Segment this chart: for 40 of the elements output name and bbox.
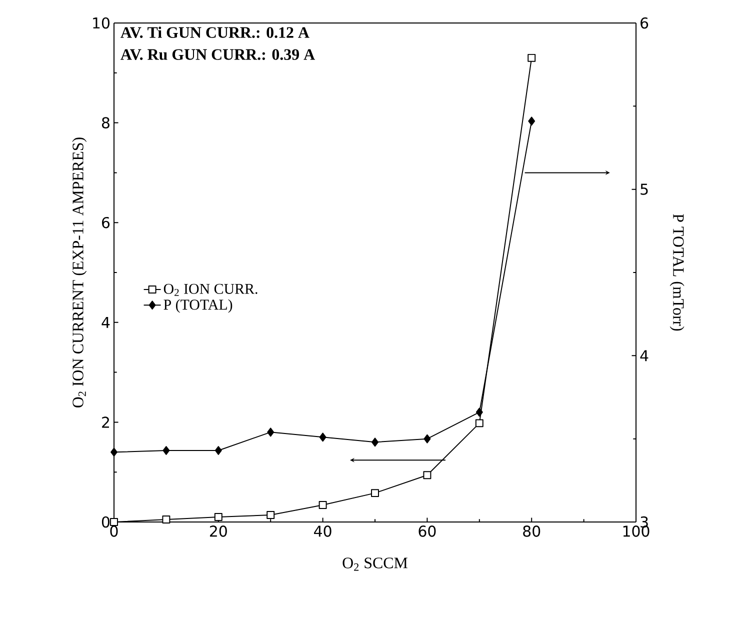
legend-label: P (TOTAL)	[164, 299, 232, 313]
point	[266, 511, 275, 519]
point	[528, 54, 536, 62]
point	[110, 518, 118, 526]
point	[110, 448, 118, 457]
y2-tick-label: 4	[640, 350, 648, 362]
point	[371, 489, 379, 498]
y-tick-label: 4	[102, 316, 110, 328]
x-tick-label: 20	[210, 526, 227, 537]
y-axis-title: O$_{2}$ ION CURRENT (EXP-11 AMPERES)	[72, 138, 87, 408]
x-tick-label: 100	[623, 526, 650, 537]
y-tick-label: 2	[102, 416, 109, 428]
y2-axis-title: P TOTAL (mTorr)	[670, 214, 684, 331]
x-tick-label: 40	[314, 526, 332, 537]
point	[423, 471, 432, 480]
point	[162, 516, 170, 524]
y-tick-label: 8	[102, 117, 110, 128]
y-tick-label: 0	[102, 516, 110, 528]
x-axis-title: O$_{2}$ SCCM	[342, 558, 408, 571]
point	[214, 446, 222, 455]
x-tick-label: 0	[110, 526, 118, 537]
point	[372, 438, 378, 447]
legend-label: O$_{2}$ ION CURR.	[164, 284, 258, 296]
point	[214, 513, 222, 521]
y2-tick-label: 5	[640, 184, 648, 195]
y-tick-label: 6	[102, 216, 110, 228]
point	[319, 432, 326, 442]
point	[528, 116, 536, 126]
point	[267, 428, 274, 437]
y-tick-label: 10	[93, 17, 110, 29]
annotation: AV. Ru GUN CURR.: 0.39 A	[120, 49, 315, 60]
y2-tick-label: 6	[640, 17, 648, 29]
point	[475, 419, 484, 428]
annotation: AV. Ti GUN CURR.: 0.12 A	[120, 26, 310, 38]
point	[476, 408, 483, 417]
point	[162, 446, 170, 455]
point	[424, 434, 431, 444]
x-tick-label: 60	[418, 526, 436, 537]
point	[318, 501, 327, 510]
x-tick-label: 80	[523, 526, 540, 537]
